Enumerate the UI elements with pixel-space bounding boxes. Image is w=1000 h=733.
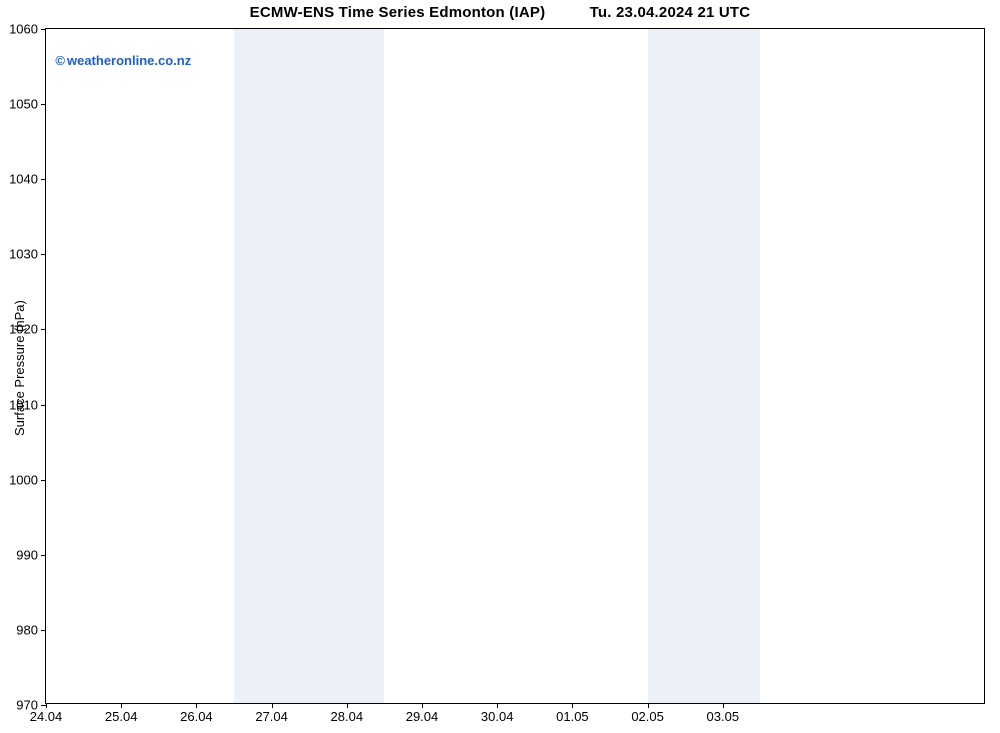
- y-tick-label: 1060: [9, 22, 46, 37]
- weekend-shade: [648, 29, 761, 703]
- x-tick-label: 02.05: [631, 703, 664, 724]
- chart-title-right: Tu. 23.04.2024 21 UTC: [590, 4, 751, 21]
- chart-title-row: ECMW-ENS Time Series Edmonton (IAP) Tu. …: [0, 4, 1000, 21]
- chart-container: ECMW-ENS Time Series Edmonton (IAP) Tu. …: [0, 0, 1000, 733]
- plot-area: ©weatheronline.co.nz 9709809901000101010…: [45, 28, 985, 704]
- y-axis-label: Surface Pressure (hPa): [12, 300, 27, 436]
- watermark: ©weatheronline.co.nz: [55, 53, 191, 68]
- y-tick-label: 990: [16, 547, 46, 562]
- x-tick-label: 01.05: [556, 703, 589, 724]
- x-tick-label: 28.04: [331, 703, 364, 724]
- x-tick-label: 30.04: [481, 703, 514, 724]
- x-tick-label: 25.04: [105, 703, 138, 724]
- y-tick-label: 1000: [9, 472, 46, 487]
- y-tick-label: 980: [16, 622, 46, 637]
- watermark-text: weatheronline.co.nz: [67, 53, 191, 68]
- y-tick-label: 1050: [9, 97, 46, 112]
- x-tick-label: 27.04: [255, 703, 288, 724]
- x-tick-label: 26.04: [180, 703, 213, 724]
- x-tick-label: 29.04: [406, 703, 439, 724]
- chart-title-left: ECMW-ENS Time Series Edmonton (IAP): [250, 4, 546, 21]
- x-tick-label: 24.04: [30, 703, 63, 724]
- y-tick-label: 1040: [9, 172, 46, 187]
- x-tick-label: 03.05: [707, 703, 740, 724]
- weekend-shade: [234, 29, 384, 703]
- y-tick-label: 1030: [9, 247, 46, 262]
- copyright-icon: ©: [55, 53, 65, 68]
